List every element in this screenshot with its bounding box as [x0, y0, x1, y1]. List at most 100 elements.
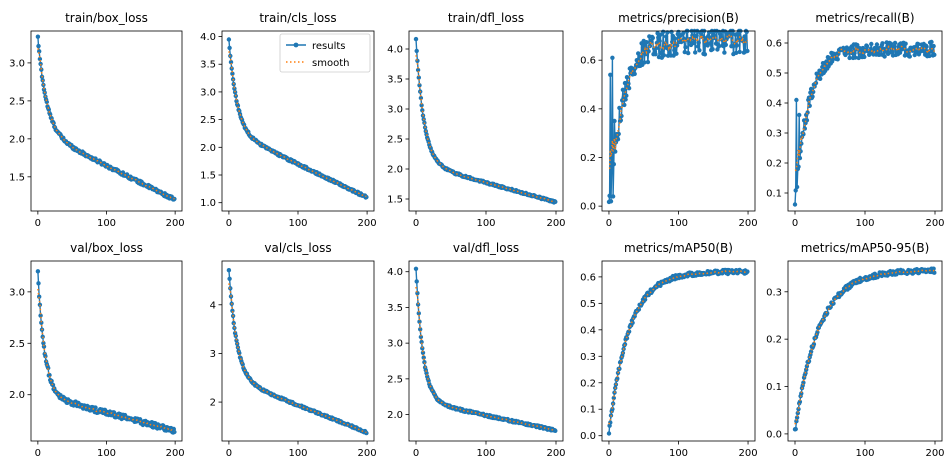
y-tick-label: 0.0 [580, 431, 596, 442]
data-point [663, 34, 669, 39]
x-tick-label: 0 [792, 218, 798, 229]
series-smooth-line [37, 48, 175, 200]
y-tick-label: 1.5 [387, 195, 403, 206]
x-tick: 0 [35, 211, 41, 229]
y-tick: 0.3 [766, 129, 788, 140]
data-point [41, 340, 46, 346]
y-tick-label: 2.5 [387, 135, 403, 146]
y-tick: 4.0 [200, 32, 222, 43]
y-tick: 0.2 [766, 335, 788, 346]
y-tick: 0.0 [766, 429, 788, 440]
x-tick-label: 100 [476, 448, 495, 459]
data-point [927, 53, 932, 59]
data-point [831, 301, 836, 306]
y-tick-label: 1.0 [200, 198, 216, 209]
data-point [642, 297, 648, 302]
data-point [796, 406, 801, 412]
data-point [611, 162, 616, 167]
data-point [420, 350, 426, 355]
data-point [38, 313, 43, 318]
x-tick: 200 [166, 211, 185, 229]
data-point [413, 36, 419, 42]
y-tick: 1.5 [200, 171, 222, 182]
y-tick-label: 0.5 [580, 299, 596, 310]
data-point [420, 108, 425, 113]
y-tick: 0.4 [766, 99, 788, 110]
x-tick-label: 100 [855, 218, 874, 229]
data-point [415, 291, 420, 296]
y-tick: 0.4 [580, 104, 602, 115]
data-point [608, 72, 613, 78]
data-point [864, 44, 870, 49]
data-point [49, 116, 54, 121]
y-tick: 3.5 [200, 60, 222, 71]
series-smooth-line [228, 51, 367, 198]
data-point [39, 320, 44, 325]
data-point [653, 52, 658, 57]
data-point [716, 44, 721, 49]
subplot-title: val/dfl_loss [453, 241, 519, 255]
y-tick: 2.5 [9, 96, 31, 107]
data-point [364, 194, 369, 200]
subplot-5: val/box_loss 0 100 200 2.0 2.5 3.0 [9, 241, 185, 459]
data-point [624, 75, 630, 80]
data-point [797, 399, 803, 404]
data-point [364, 430, 369, 436]
y-tick: 2.5 [387, 374, 409, 385]
data-point [414, 48, 419, 54]
subplot-1: train/cls_loss 0 100 200 1.0 1.5 2.0 2.5 3.0 3.5 4… [200, 11, 377, 229]
data-point [613, 149, 618, 154]
data-point [686, 50, 691, 56]
data-point [636, 51, 641, 56]
y-tick-label: 2.5 [200, 115, 216, 126]
axes-frame [221, 260, 375, 442]
y-tick: 4.0 [387, 45, 409, 56]
data-point [617, 105, 622, 111]
series-smooth-line [794, 269, 935, 425]
x-tick-label: 200 [738, 218, 757, 229]
x-tick: 0 [792, 211, 798, 229]
x-tick: 200 [358, 211, 377, 229]
data-point [658, 32, 663, 37]
data-point [669, 29, 674, 35]
y-tick-label: 0.3 [766, 129, 782, 140]
y-tick-label: 3.5 [387, 303, 403, 314]
subplot-7: val/dfl_loss 0 100 200 2.0 2.5 3.0 3.5 4.0 [387, 241, 565, 459]
y-tick-label: 3.5 [200, 60, 216, 71]
data-point [226, 268, 232, 273]
y-tick-label: 2.5 [9, 96, 25, 107]
data-point [111, 410, 117, 415]
x-tick-label: 0 [226, 218, 232, 229]
x-tick: 0 [35, 441, 41, 459]
data-point [422, 360, 427, 365]
data-point [708, 41, 713, 46]
data-point [897, 50, 903, 55]
data-point [93, 405, 98, 410]
y-tick: 1.5 [387, 195, 409, 206]
data-point [797, 155, 803, 161]
data-point [892, 40, 898, 46]
data-point [710, 47, 715, 52]
x-tick: 100 [476, 211, 496, 229]
subplot-title: train/cls_loss [259, 11, 336, 25]
series-results-line [415, 268, 556, 432]
x-tick: 0 [792, 441, 798, 459]
series-results-line [608, 28, 749, 202]
x-tick: 200 [925, 441, 945, 459]
data-point [722, 50, 727, 55]
y-tick-label: 0.2 [580, 378, 596, 389]
x-tick: 0 [413, 211, 419, 229]
x-tick-label: 0 [606, 218, 612, 229]
subplot-2: train/dfl_loss 0 100 200 1.5 2.0 2.5 3.0 3.5 4.0 [387, 11, 565, 229]
data-point [745, 48, 750, 54]
data-point [638, 58, 644, 63]
data-point [636, 307, 642, 312]
data-point [415, 302, 421, 307]
y-tick: 0.3 [766, 287, 788, 298]
x-tick-label: 200 [546, 218, 565, 229]
y-tick-label: 2.5 [387, 374, 403, 385]
data-point [137, 417, 143, 422]
data-point [693, 50, 698, 55]
y-tick-label: 4.0 [387, 267, 403, 278]
